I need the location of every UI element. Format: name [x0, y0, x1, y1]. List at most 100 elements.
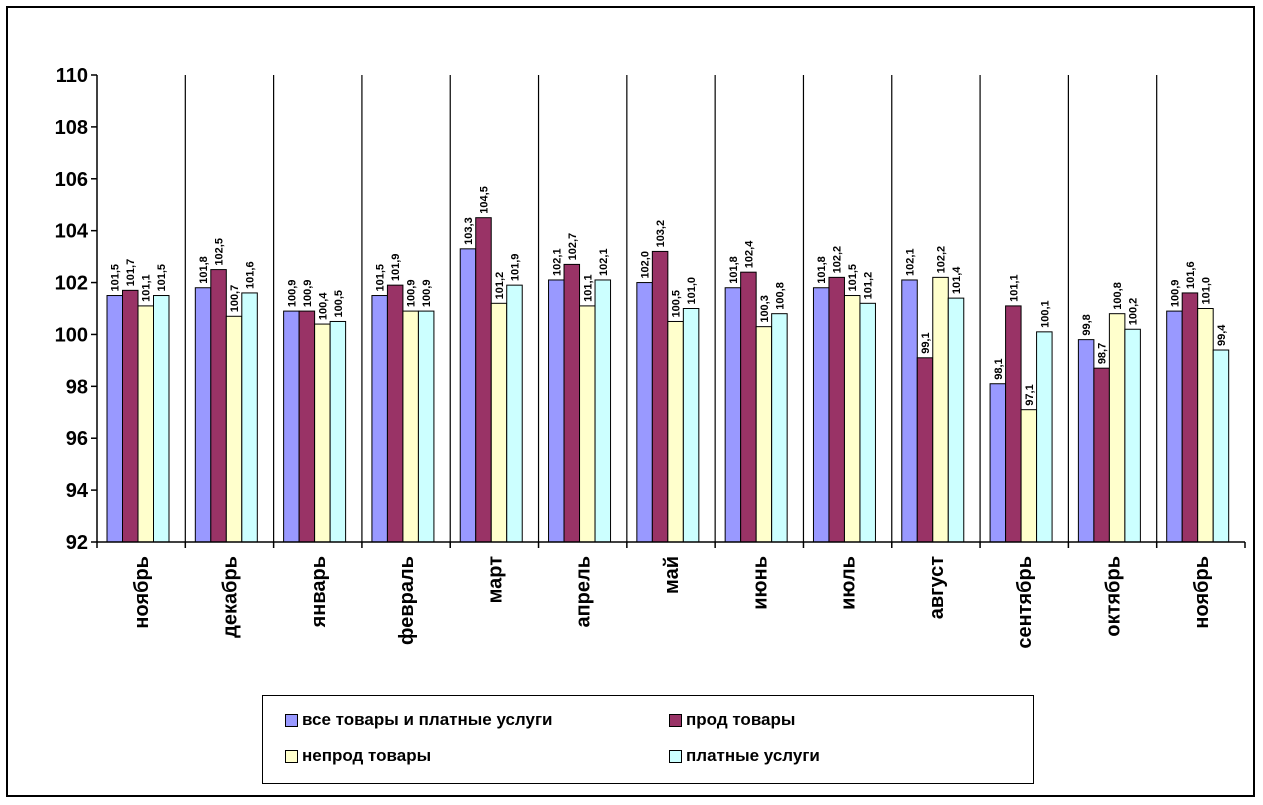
- data-label: 102,1: [598, 248, 610, 276]
- data-label: 100,5: [671, 290, 683, 318]
- x-category-label: январь: [308, 556, 330, 628]
- bar: [506, 284, 523, 543]
- data-label: 99,4: [1216, 324, 1228, 346]
- data-label: 102,4: [743, 240, 755, 268]
- data-label: 100,9: [406, 280, 418, 308]
- y-tick-label: 92: [66, 532, 88, 554]
- data-label: 98,1: [993, 358, 1005, 379]
- x-category-label: июль: [838, 556, 860, 610]
- bar: [579, 305, 596, 543]
- data-label: 100,7: [229, 285, 241, 313]
- bar: [724, 287, 742, 543]
- x-category-label: ноябрь: [1191, 556, 1213, 629]
- legend-item-all-goods: все товары и платные услуги: [285, 710, 552, 730]
- legend-item-food-goods: прод товары: [669, 710, 795, 730]
- bar: [651, 250, 669, 543]
- data-label: 102,1: [551, 248, 563, 276]
- y-tick-label: 110: [56, 65, 88, 87]
- bar: [594, 279, 612, 543]
- data-label: 101,0: [1200, 277, 1212, 305]
- y-tick-label: 96: [66, 428, 88, 450]
- bar: [371, 295, 388, 543]
- bar: [329, 320, 347, 543]
- y-tick-label: 104: [55, 221, 89, 243]
- legend-swatch: [669, 749, 682, 763]
- bar: [225, 315, 243, 543]
- y-tick-label: 102: [55, 273, 88, 295]
- x-category-label: ноябрь: [131, 556, 153, 629]
- bar: [106, 295, 123, 543]
- bar: [283, 310, 300, 543]
- bar: [137, 305, 154, 543]
- bar: [563, 263, 581, 543]
- bar: [194, 287, 212, 543]
- y-axis-ticks: 92 94 96 98 100 102 104 106 108 110: [55, 65, 97, 554]
- data-label: 101,2: [494, 272, 506, 300]
- legend-label: платные услуги: [686, 746, 820, 765]
- legend-swatch: [285, 749, 298, 763]
- legend-swatch: [285, 713, 298, 727]
- bar: [1036, 331, 1053, 543]
- data-label: 100,9: [421, 280, 433, 308]
- bar: [1108, 313, 1126, 543]
- bar: [1077, 339, 1095, 543]
- data-label: 101,5: [110, 264, 122, 292]
- data-label: 101,5: [375, 264, 387, 292]
- bar: [1020, 409, 1038, 543]
- bar: [1005, 305, 1022, 543]
- bar: [475, 217, 492, 543]
- y-tick-label: 98: [66, 376, 88, 398]
- x-category-label: декабрь: [219, 556, 241, 638]
- bar: [859, 302, 876, 543]
- data-label: 101,9: [390, 254, 402, 282]
- data-label: 101,8: [728, 256, 740, 284]
- bar: [932, 276, 949, 543]
- legend-label: прод товары: [686, 710, 796, 729]
- data-label: 100,2: [1128, 298, 1140, 326]
- y-tick-label: 100: [55, 324, 88, 346]
- bar: [1166, 310, 1183, 543]
- bar: [989, 383, 1007, 543]
- data-label: 101,4: [951, 266, 963, 294]
- data-label: 101,8: [198, 256, 210, 284]
- x-category-label: июнь: [749, 556, 771, 610]
- data-label: 100,3: [759, 295, 771, 323]
- data-label: 102,1: [905, 248, 917, 276]
- data-label: 101,1: [582, 274, 594, 302]
- data-label: 103,3: [463, 217, 475, 245]
- bar: [548, 279, 565, 543]
- y-tick-label: 94: [66, 480, 89, 502]
- bar: [210, 269, 227, 543]
- bar: [843, 295, 861, 543]
- x-category-label: август: [926, 556, 948, 619]
- data-label: 102,0: [640, 251, 652, 279]
- bar: [682, 308, 700, 543]
- data-label: 103,2: [655, 220, 667, 248]
- bar: [636, 282, 653, 543]
- x-category-label: март: [484, 556, 506, 604]
- x-category-label: февраль: [396, 556, 418, 645]
- data-label: 100,4: [317, 292, 329, 320]
- data-label: 101,9: [509, 254, 521, 282]
- data-label: 100,9: [302, 280, 314, 308]
- x-category-label: сентябрь: [1014, 556, 1036, 649]
- data-label: 102,2: [832, 246, 844, 274]
- bar: [459, 248, 477, 543]
- bar: [1197, 308, 1214, 543]
- data-label: 102,5: [214, 238, 226, 266]
- legend-label: непрод товары: [302, 746, 432, 765]
- bar: [490, 302, 508, 543]
- data-label: 97,1: [1024, 384, 1036, 405]
- bar: [947, 297, 965, 543]
- bar: [402, 310, 419, 543]
- legend-item-paid-services: платные услуги: [669, 746, 820, 766]
- bar: [916, 357, 934, 543]
- data-label: 100,8: [774, 282, 786, 310]
- data-label: 102,7: [567, 233, 579, 261]
- data-label: 98,7: [1097, 343, 1109, 364]
- x-category-label: май: [661, 556, 683, 594]
- data-label: 104,5: [478, 186, 490, 214]
- bar: [241, 292, 258, 543]
- bar: [1181, 292, 1199, 543]
